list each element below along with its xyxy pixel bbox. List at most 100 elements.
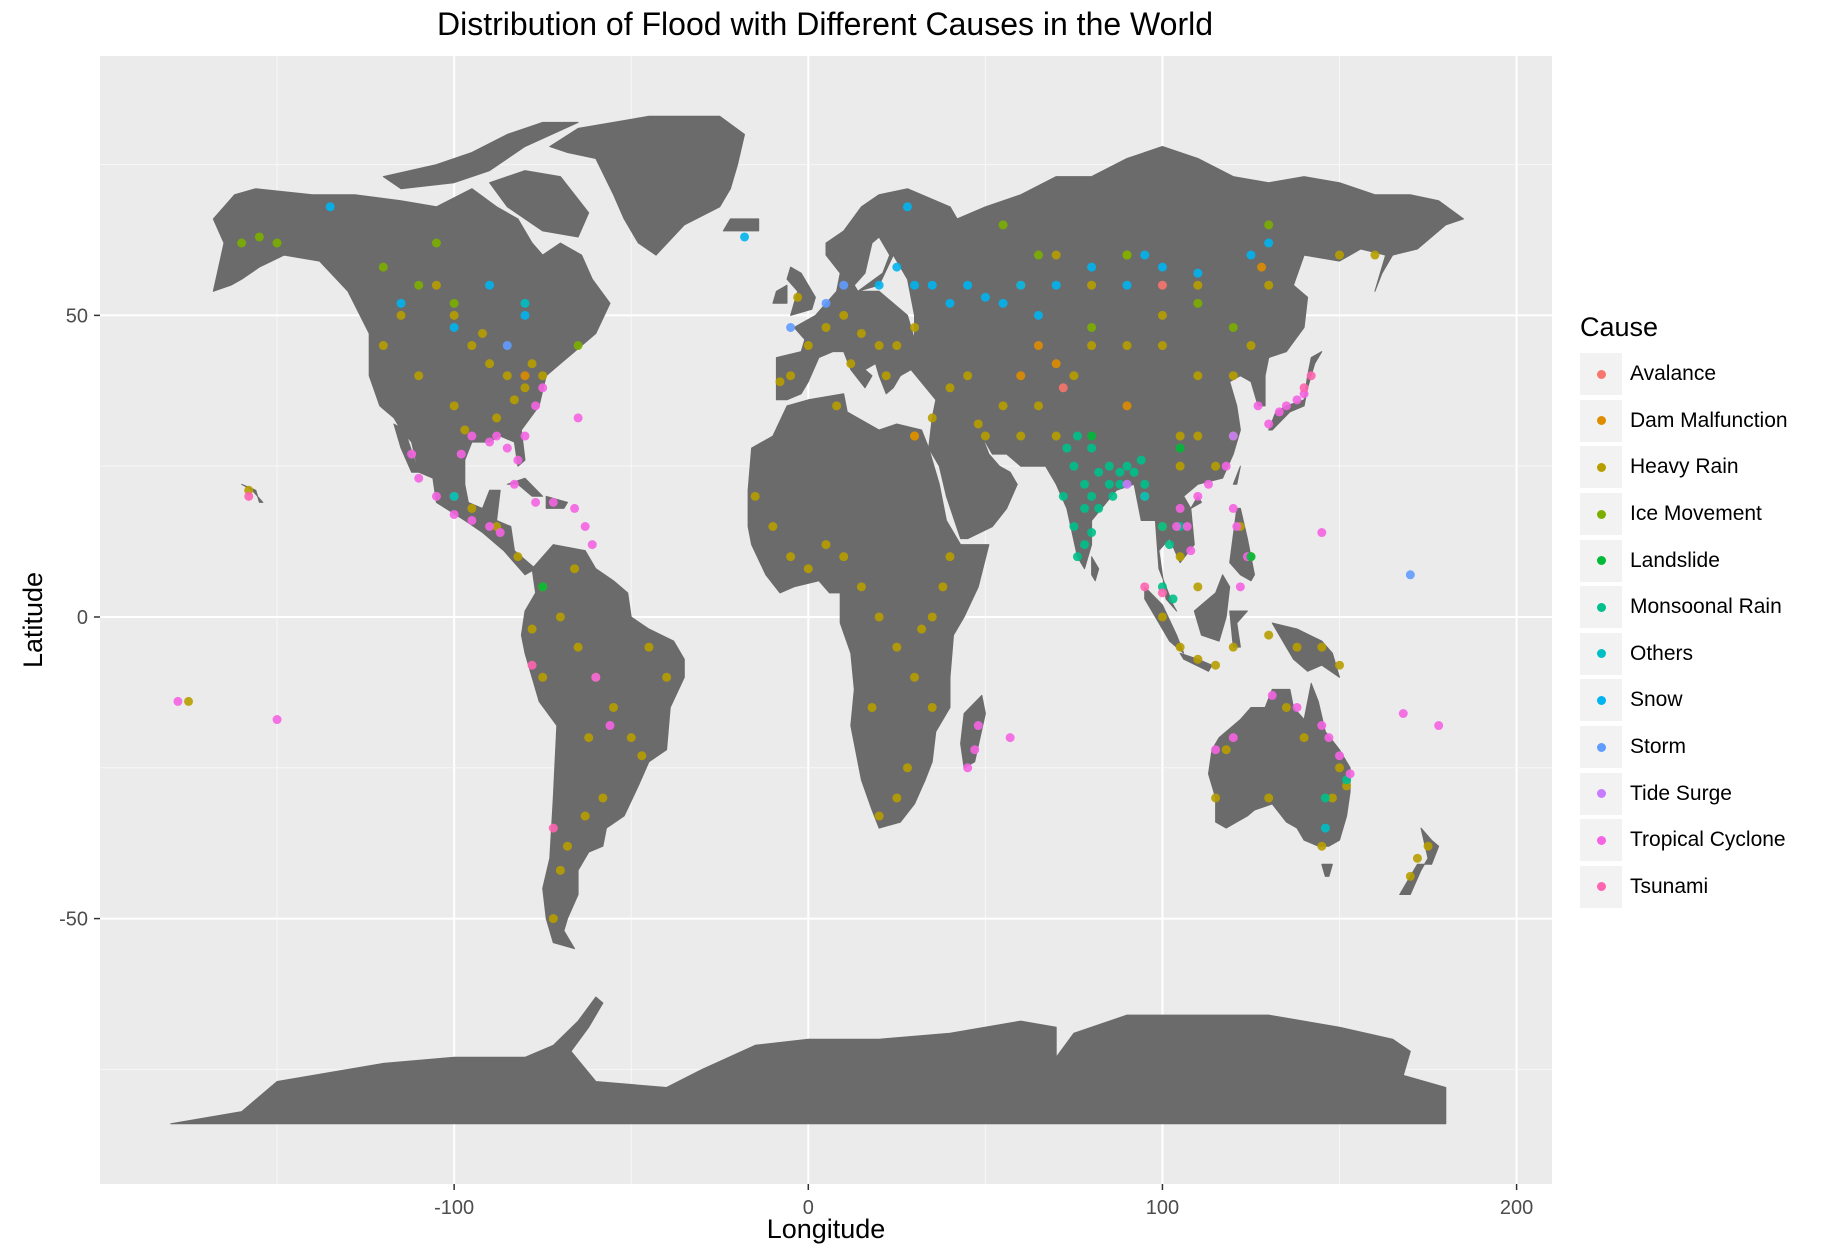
flood-point (1016, 431, 1026, 441)
flood-point (1175, 461, 1185, 471)
flood-point (1072, 431, 1082, 441)
legend-item: Storm (1580, 724, 1788, 771)
south-america (520, 544, 685, 950)
flood-point (1175, 552, 1185, 562)
flood-point (1423, 841, 1433, 851)
flood-point (555, 865, 565, 875)
legend-dot (1596, 556, 1606, 566)
flood-point (520, 310, 530, 320)
flood-point (1221, 461, 1231, 471)
flood-point (513, 455, 523, 465)
flood-point (520, 298, 530, 308)
legend-label: Storm (1630, 735, 1687, 759)
flood-point (1104, 479, 1114, 489)
flood-point (591, 672, 601, 682)
legend-key (1580, 819, 1622, 862)
flood-point (1033, 310, 1043, 320)
flood-point (1264, 238, 1274, 248)
legend-label: Heavy Rain (1630, 455, 1739, 479)
flood-point (1122, 461, 1132, 471)
flood-point (467, 515, 477, 525)
legend-item: Avalance (1580, 351, 1788, 398)
flood-point (1186, 546, 1196, 556)
legend-item: Tropical Cyclone (1580, 817, 1788, 864)
flood-point (562, 841, 572, 851)
legend-dot (1596, 602, 1606, 612)
flood-point (1033, 250, 1043, 260)
flood-point (531, 497, 541, 507)
flood-point (1228, 733, 1238, 743)
flood-point (1087, 322, 1097, 332)
flood-point (1345, 769, 1355, 779)
flood-point (1087, 431, 1097, 441)
flood-point (1434, 721, 1444, 731)
flood-point (1299, 383, 1309, 393)
legend-label: Ice Movement (1630, 502, 1762, 526)
flood-point (1080, 479, 1090, 489)
flood-point (414, 473, 424, 483)
legend-key (1580, 865, 1622, 908)
flood-point (509, 479, 519, 489)
flood-point (945, 552, 955, 562)
legend-label: Others (1630, 641, 1694, 665)
flood-point (874, 612, 884, 622)
flood-point (272, 715, 282, 725)
flood-point (414, 280, 424, 290)
flood-point (644, 642, 654, 652)
flood-point (173, 696, 183, 706)
legend-dot (1596, 882, 1606, 892)
flood-point (1165, 540, 1175, 550)
flood-point (1246, 552, 1256, 562)
flood-point (839, 552, 849, 562)
flood-point (881, 371, 891, 381)
tasmania (1321, 863, 1333, 877)
arabian-peninsula (931, 435, 1018, 540)
flood-point (449, 322, 459, 332)
legend-key (1580, 399, 1622, 442)
flood-point (938, 582, 948, 592)
flood-point (485, 522, 495, 532)
flood-point (520, 431, 530, 441)
flood-point (1211, 745, 1221, 755)
borneo (1193, 574, 1231, 642)
flood-point (1087, 443, 1097, 453)
flood-point (1193, 582, 1203, 592)
flood-point (598, 793, 608, 803)
taiwan (1232, 465, 1241, 485)
madagascar (960, 694, 986, 769)
flood-point (548, 823, 558, 833)
y-axis-label: Latitude (18, 572, 48, 668)
flood-point (407, 449, 417, 459)
flood-point (1193, 654, 1203, 664)
legend-label: Tsunami (1630, 874, 1709, 898)
greenland (549, 115, 745, 256)
flood-point (1122, 341, 1132, 351)
flood-point (1108, 491, 1118, 501)
flood-point (1228, 431, 1238, 441)
flood-point (1157, 280, 1167, 290)
flood-point (456, 449, 466, 459)
x-tick-label: 100 (1146, 1197, 1179, 1219)
flood-point (570, 564, 580, 574)
baja-california (393, 423, 420, 473)
flood-point (1175, 443, 1185, 453)
flood-point (927, 612, 937, 622)
y-tick-label: 50 (66, 305, 88, 327)
flood-point (1193, 431, 1203, 441)
flood-point (1115, 479, 1125, 489)
flood-point (414, 371, 424, 381)
y-tick-label: 0 (77, 607, 88, 629)
flood-point (662, 672, 672, 682)
flood-point (1281, 401, 1291, 411)
antarctica (170, 996, 1447, 1125)
flood-point (1033, 401, 1043, 411)
legend-dot (1596, 649, 1606, 659)
flood-point (1157, 262, 1167, 272)
flood-point (1062, 443, 1072, 453)
flood-point (902, 202, 912, 212)
legend: Cause Avalance Dam Malfunction Heavy Rain I… (1580, 312, 1788, 910)
flood-point (1320, 823, 1330, 833)
flood-point (548, 497, 558, 507)
flood-point (1264, 630, 1274, 640)
sri-lanka (1091, 556, 1100, 582)
